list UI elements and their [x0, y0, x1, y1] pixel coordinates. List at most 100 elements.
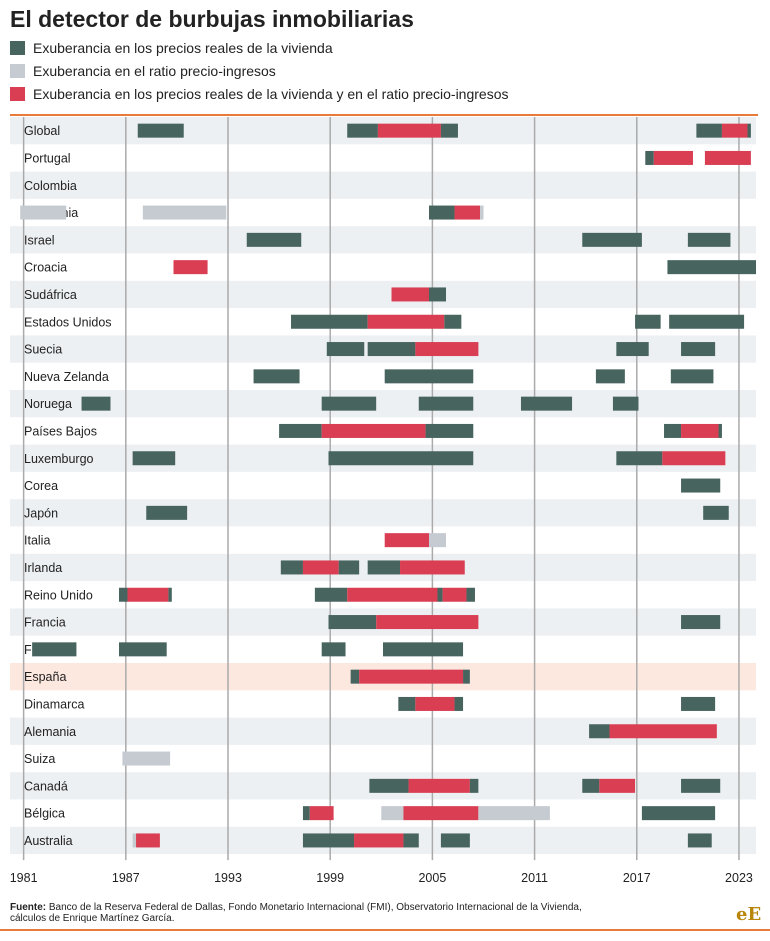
bar-price [669, 314, 745, 329]
row-label: Noruega [24, 397, 72, 411]
bar-price [703, 505, 729, 520]
bar-price [681, 615, 721, 630]
bar-both [321, 423, 426, 438]
bar-price [582, 232, 642, 247]
bar-price [32, 642, 77, 657]
row-label: Bélgica [24, 807, 65, 821]
bar-price [670, 369, 714, 384]
bar-both [704, 150, 751, 165]
source-label: Fuente: [10, 902, 47, 913]
bar-price [146, 505, 188, 520]
bar-ratio [20, 205, 67, 220]
bar-price [418, 396, 474, 411]
bar-both [391, 287, 429, 302]
bar-ratio [478, 806, 550, 821]
bar-both [442, 587, 467, 602]
row-label: Nueva Zelanda [24, 370, 109, 384]
bar-price [132, 451, 176, 466]
bar-price [681, 342, 716, 357]
bar-price [383, 642, 464, 657]
row-label: Italia [24, 534, 50, 548]
legend-label-ratio: Exuberancia en el ratio precio-ingresos [33, 62, 276, 79]
legend-swatch-ratio [10, 63, 25, 78]
bar-both [367, 314, 445, 329]
x-tick-label: 1981 [10, 871, 38, 885]
row-label: Global [24, 124, 60, 138]
bar-price [664, 423, 682, 438]
bar-price [369, 778, 409, 793]
bar-price [428, 287, 447, 302]
bar-both [376, 615, 479, 630]
row-label: Alemania [24, 725, 76, 739]
row-label: Suiza [24, 752, 55, 766]
row-label: Francia [24, 616, 66, 630]
row-band [10, 171, 756, 199]
bar-price [612, 396, 639, 411]
bubble-timeline-chart: GlobalPortugalColombiaEsloveniaIsraelCro… [10, 117, 756, 885]
bar-both [302, 560, 339, 575]
bar-price [466, 587, 475, 602]
bottom-rule [0, 929, 770, 931]
row-label: Luxemburgo [24, 452, 94, 466]
bar-price [681, 696, 716, 711]
bar-price [747, 123, 751, 138]
bar-ratio [122, 751, 171, 766]
bar-price [463, 669, 470, 684]
chart-title: El detector de burbujas inmobiliarias [10, 6, 414, 32]
bar-both [347, 587, 438, 602]
bar-price [326, 342, 365, 357]
bar-price [302, 833, 355, 848]
bar-both [384, 533, 429, 548]
row-label: Portugal [24, 151, 71, 165]
bar-price [279, 423, 322, 438]
bar-price [469, 778, 479, 793]
bar-both [721, 123, 748, 138]
bar-both [359, 669, 464, 684]
bar-price [520, 396, 573, 411]
row-band [10, 280, 756, 309]
x-tick-label: 2011 [521, 871, 548, 885]
bar-price [338, 560, 360, 575]
bar-price [582, 778, 600, 793]
x-tick-label: 2005 [418, 871, 446, 885]
bar-both [415, 696, 455, 711]
x-tick-label: 1999 [316, 871, 344, 885]
bar-price [454, 696, 464, 711]
bar-price [595, 369, 625, 384]
row-label: España [24, 670, 66, 684]
bar-both [309, 806, 334, 821]
bar-price [589, 724, 610, 739]
top-rule [10, 114, 758, 116]
legend-item-ratio: Exuberancia en el ratio precio-ingresos [10, 59, 508, 82]
bar-price [667, 260, 756, 275]
bar-price [81, 396, 111, 411]
bar-both [173, 260, 208, 275]
bar-price [302, 806, 310, 821]
legend-item-both: Exuberancia en los precios reales de la … [10, 82, 508, 105]
bar-both [403, 806, 479, 821]
bar-both [408, 778, 470, 793]
bar-price [246, 232, 302, 247]
row-label: Irlanda [24, 561, 62, 575]
row-band [10, 390, 756, 418]
bar-price [681, 778, 721, 793]
bar-price [687, 833, 712, 848]
bar-both [354, 833, 404, 848]
bar-both [400, 560, 465, 575]
bar-price [444, 314, 462, 329]
row-label: Dinamarca [24, 697, 84, 711]
bar-price [616, 451, 663, 466]
bar-price [440, 123, 458, 138]
row-label: Colombia [24, 179, 77, 193]
bar-price [321, 396, 377, 411]
bar-price [367, 342, 416, 357]
bar-price [384, 369, 474, 384]
bar-both [136, 833, 160, 848]
bar-both [681, 423, 719, 438]
row-label: Israel [24, 233, 55, 247]
legend-swatch-price [10, 40, 25, 55]
legend-item-price: Exuberancia en los precios reales de la … [10, 36, 508, 59]
source-note: Fuente: Banco de la Reserva Federal de D… [10, 902, 610, 924]
bar-ratio [142, 205, 227, 220]
bar-price [437, 587, 443, 602]
